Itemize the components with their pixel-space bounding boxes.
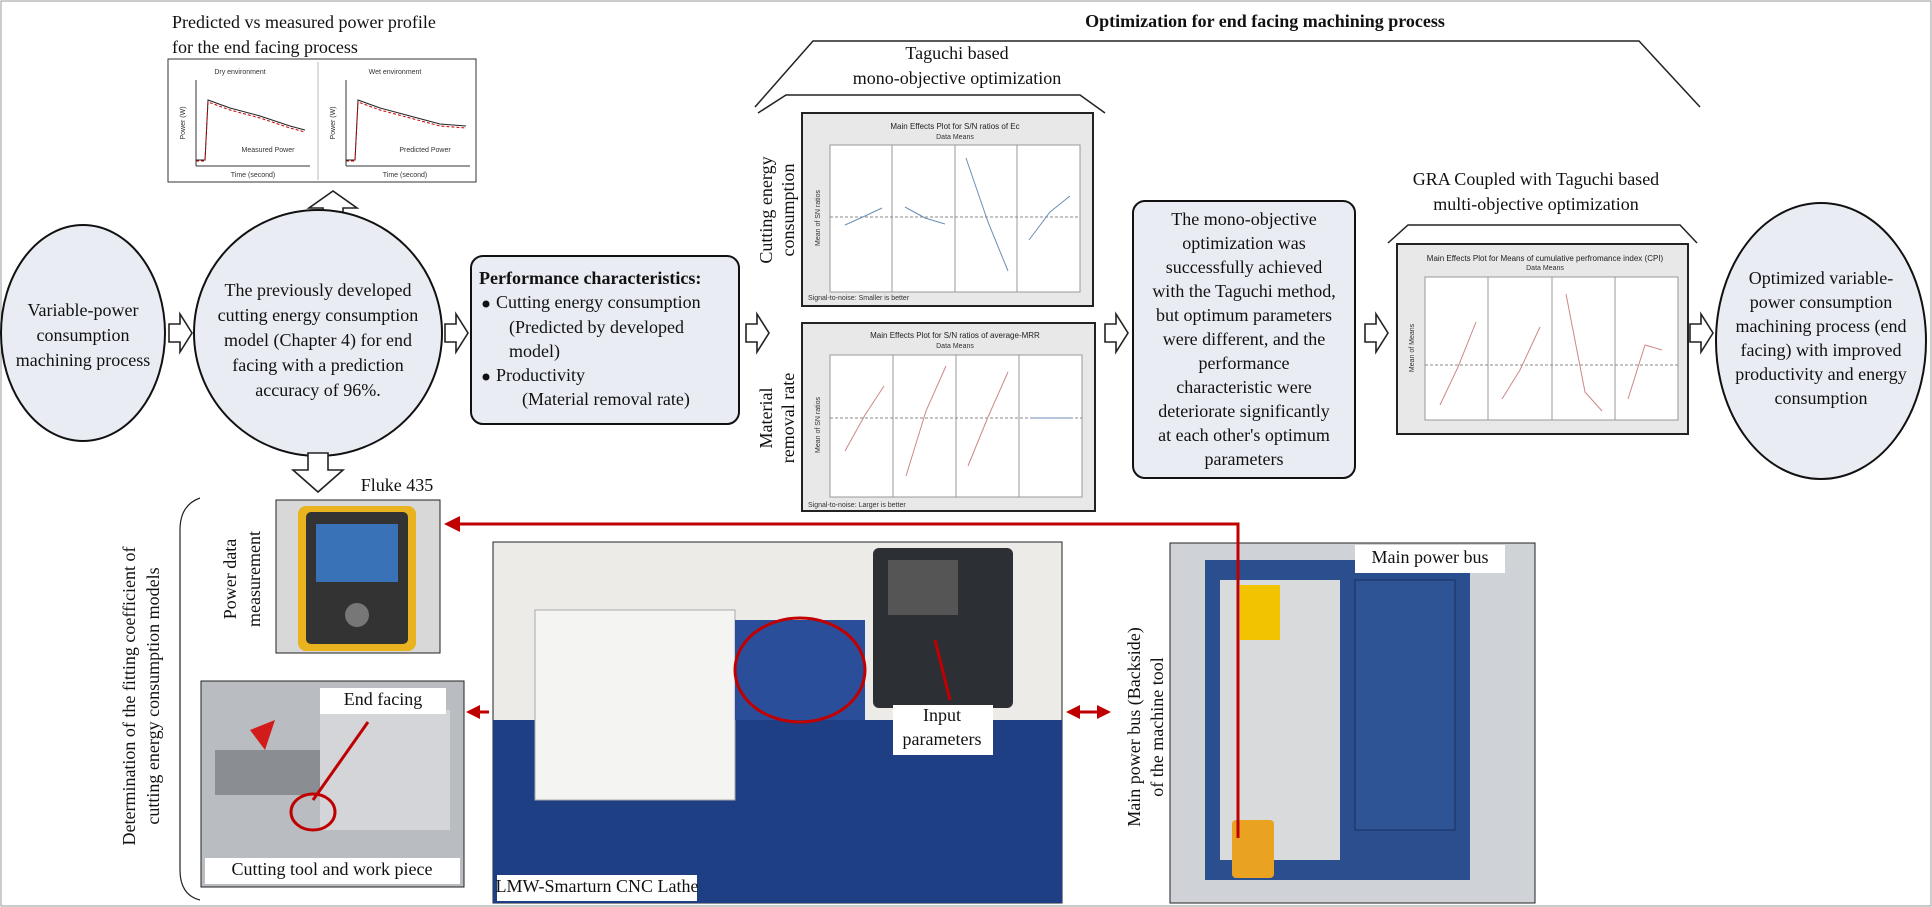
photo-label: parameters: [903, 729, 982, 749]
caption: multi-objective optimization: [1433, 194, 1638, 214]
photo-label: Input: [923, 705, 961, 725]
arrow-right: [746, 314, 769, 352]
bus-photo: [1170, 543, 1535, 903]
box-text: (Predicted by developed: [509, 317, 684, 338]
legend: Predicted Power: [399, 147, 451, 154]
panel-title: Dry environment: [214, 69, 265, 76]
photo-title: Fluke 435: [361, 475, 434, 495]
box-text: Cutting energy consumption: [496, 292, 701, 312]
box-text: successfully achieved: [1166, 257, 1322, 277]
arrow-right: [1105, 314, 1128, 352]
box-text: performance: [1199, 353, 1290, 373]
row-label: removal rate: [778, 373, 798, 463]
plot-subtitle: Data Means: [1526, 265, 1564, 272]
bullet: [483, 301, 490, 308]
box-text: characteristic were: [1176, 377, 1311, 397]
node-text: machining process (end: [1736, 316, 1907, 337]
photo-label: measurement: [244, 531, 264, 627]
photo-label: Power data: [220, 539, 240, 619]
power-profile-image: Dry environment Wet environment Time (se…: [168, 59, 476, 182]
arrow-right: [445, 314, 468, 352]
row-label: Material: [756, 388, 776, 449]
bracket: [1388, 225, 1697, 243]
node-text: Variable-power: [28, 300, 139, 320]
photo-caption: LMW-Smarturn CNC Lathe: [496, 876, 699, 896]
caption: mono-objective optimization: [853, 68, 1061, 88]
title: Optimization for end facing machining pr…: [1085, 11, 1445, 31]
box-text: Productivity: [496, 365, 585, 385]
side-label: cutting energy consumption models: [143, 567, 163, 824]
photo-label: End facing: [344, 689, 422, 709]
bracket: [758, 95, 1105, 113]
side-label: Main power bus (Backside): [1124, 627, 1145, 826]
node-text: cutting energy consumption: [218, 305, 419, 325]
box-text: with the Taguchi method,: [1152, 281, 1335, 301]
axis-label: Mean of SN ratios: [815, 189, 822, 246]
plot-title: Main Effects Plot for Means of cumulativ…: [1427, 254, 1664, 263]
plot-subtitle: Data Means: [936, 134, 974, 141]
bullet: [483, 374, 490, 381]
arrow-right: [169, 314, 192, 352]
plot-subtitle: Data Means: [936, 343, 974, 350]
box-text: The mono-objective: [1171, 209, 1316, 229]
plot-ec: Main Effects Plot for S/N ratios of Ec D…: [802, 113, 1093, 306]
node-text: facing) with improved: [1741, 340, 1902, 361]
plot-cpi: Main Effects Plot for Means of cumulativ…: [1397, 244, 1688, 434]
node-text: consumption: [37, 325, 130, 345]
plot-mrr: Main Effects Plot for S/N ratios of aver…: [802, 323, 1095, 511]
node-text: Optimized variable-: [1749, 268, 1893, 288]
side-label: of the machine tool: [1147, 657, 1167, 796]
side-label: Determination of the fitting coefficient…: [119, 546, 139, 845]
tool-photo: [201, 681, 464, 887]
photo-label: Main power bus: [1372, 547, 1489, 567]
box-title: Performance characteristics:: [479, 268, 701, 288]
photo-caption: Cutting tool and work piece: [232, 859, 433, 879]
box-text: at each other's optimum: [1158, 425, 1330, 445]
box-text: model): [509, 341, 560, 362]
arrow-right: [1690, 314, 1713, 352]
node-text: The previously developed: [225, 280, 412, 300]
box-text: deteriorate significantly: [1158, 401, 1329, 421]
node-text: consumption: [1775, 388, 1868, 408]
axis-label: Power (W): [330, 106, 337, 139]
plot-note: Signal-to-noise: Smaller is better: [808, 295, 910, 302]
node-text: machining process: [16, 350, 150, 370]
caption: Taguchi based: [905, 43, 1008, 63]
caption: GRA Coupled with Taguchi based: [1413, 169, 1659, 189]
axis-label: Mean of Means: [1409, 323, 1416, 372]
node-text: accuracy of 96%.: [255, 380, 380, 400]
bracket: [180, 498, 200, 900]
axis-label: Time (second): [231, 172, 275, 179]
row-label: Cutting energy: [756, 156, 776, 263]
plot-title: Main Effects Plot for S/N ratios of Ec: [890, 122, 1019, 131]
box-text: were different, and the: [1163, 329, 1326, 349]
row-label: consumption: [778, 164, 798, 257]
axis-label: Power (W): [180, 106, 187, 139]
diagram: Optimization for end facing machining pr…: [0, 0, 1932, 907]
box-text: (Material removal rate): [522, 389, 690, 410]
panel-title: Wet environment: [369, 69, 422, 76]
caption: for the end facing process: [172, 37, 358, 57]
node-text: power consumption: [1750, 292, 1892, 312]
plot-title: Main Effects Plot for S/N ratios of aver…: [870, 331, 1040, 340]
node-text: productivity and energy: [1735, 364, 1907, 384]
box-text: optimization was: [1182, 233, 1305, 253]
node-text: facing with a prediction: [232, 355, 403, 375]
fluke-photo: [276, 500, 440, 653]
legend: Measured Power: [242, 147, 296, 154]
arrow-right: [1365, 314, 1388, 352]
lathe-photo: [493, 542, 1062, 903]
axis-label: Time (second): [383, 172, 427, 179]
box-text: parameters: [1205, 449, 1284, 469]
arrow-down: [293, 453, 343, 492]
plot-note: Signal-to-noise: Larger is better: [808, 502, 906, 509]
node-text: model (Chapter 4) for end: [224, 330, 412, 351]
box-text: but optimum parameters: [1156, 305, 1332, 325]
axis-label: Mean of SN ratios: [815, 396, 822, 453]
caption: Predicted vs measured power profile: [172, 12, 436, 32]
